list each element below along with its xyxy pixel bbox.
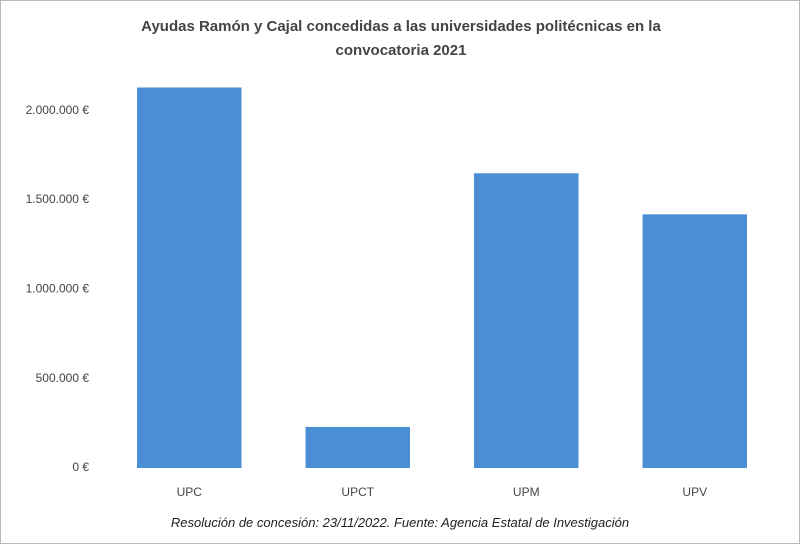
x-tick-label: UPC bbox=[177, 485, 203, 499]
x-tick-label: UPCT bbox=[341, 485, 374, 499]
bar bbox=[642, 214, 747, 468]
chart-title: Ayudas Ramón y Cajal concedidas a las un… bbox=[141, 18, 661, 59]
y-tick-label: 500.000 € bbox=[36, 371, 90, 385]
y-tick-label: 1.500.000 € bbox=[26, 192, 90, 206]
bar bbox=[305, 426, 410, 468]
footnote: Resolución de concesión: 23/11/2022. Fue… bbox=[170, 515, 630, 530]
y-tick-label: 0 € bbox=[72, 460, 89, 474]
y-tick-label: 1.000.000 € bbox=[26, 282, 90, 296]
bar bbox=[474, 173, 579, 468]
x-tick-label: UPM bbox=[513, 485, 540, 499]
y-tick-label: 2.000.000 € bbox=[26, 103, 90, 117]
bar bbox=[137, 87, 242, 468]
x-tick-label: UPV bbox=[682, 485, 707, 499]
